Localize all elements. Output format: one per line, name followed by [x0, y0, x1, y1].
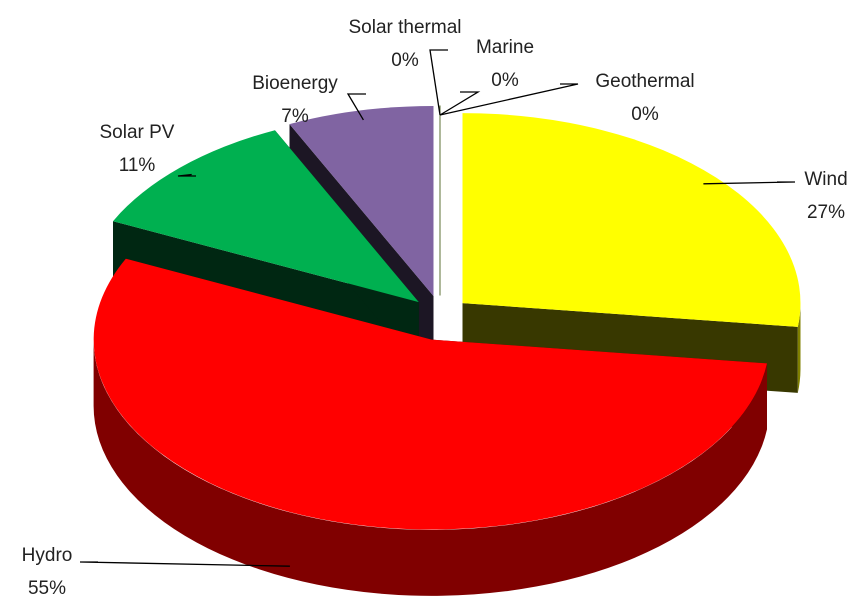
category-label: Solar thermal [349, 17, 462, 38]
category-label: Bioenergy [252, 73, 338, 94]
category-label: Marine [476, 37, 534, 58]
leader-line [439, 91, 481, 116]
leader-line [177, 173, 196, 177]
slice [113, 130, 419, 303]
value-label: 27% [807, 202, 845, 223]
value-label: 0% [631, 104, 659, 125]
category-label: Solar PV [100, 122, 175, 143]
slice-wall [93, 339, 768, 596]
value-label: 0% [491, 70, 519, 91]
slice [462, 113, 801, 327]
category-label: Wind [804, 169, 847, 190]
category-label: Geothermal [595, 71, 694, 92]
slice-wall [797, 303, 801, 393]
value-label: 7% [281, 106, 309, 127]
value-label: 11% [119, 155, 156, 176]
slice [93, 258, 767, 530]
value-label: 55% [28, 578, 66, 599]
leader-line [439, 83, 579, 116]
leader-line [429, 49, 448, 116]
value-label: 0% [391, 50, 419, 71]
leader-line [346, 93, 366, 121]
leader-line [703, 181, 796, 185]
leader-line [79, 561, 290, 567]
slice [289, 106, 434, 296]
category-label: Hydro [22, 545, 73, 566]
